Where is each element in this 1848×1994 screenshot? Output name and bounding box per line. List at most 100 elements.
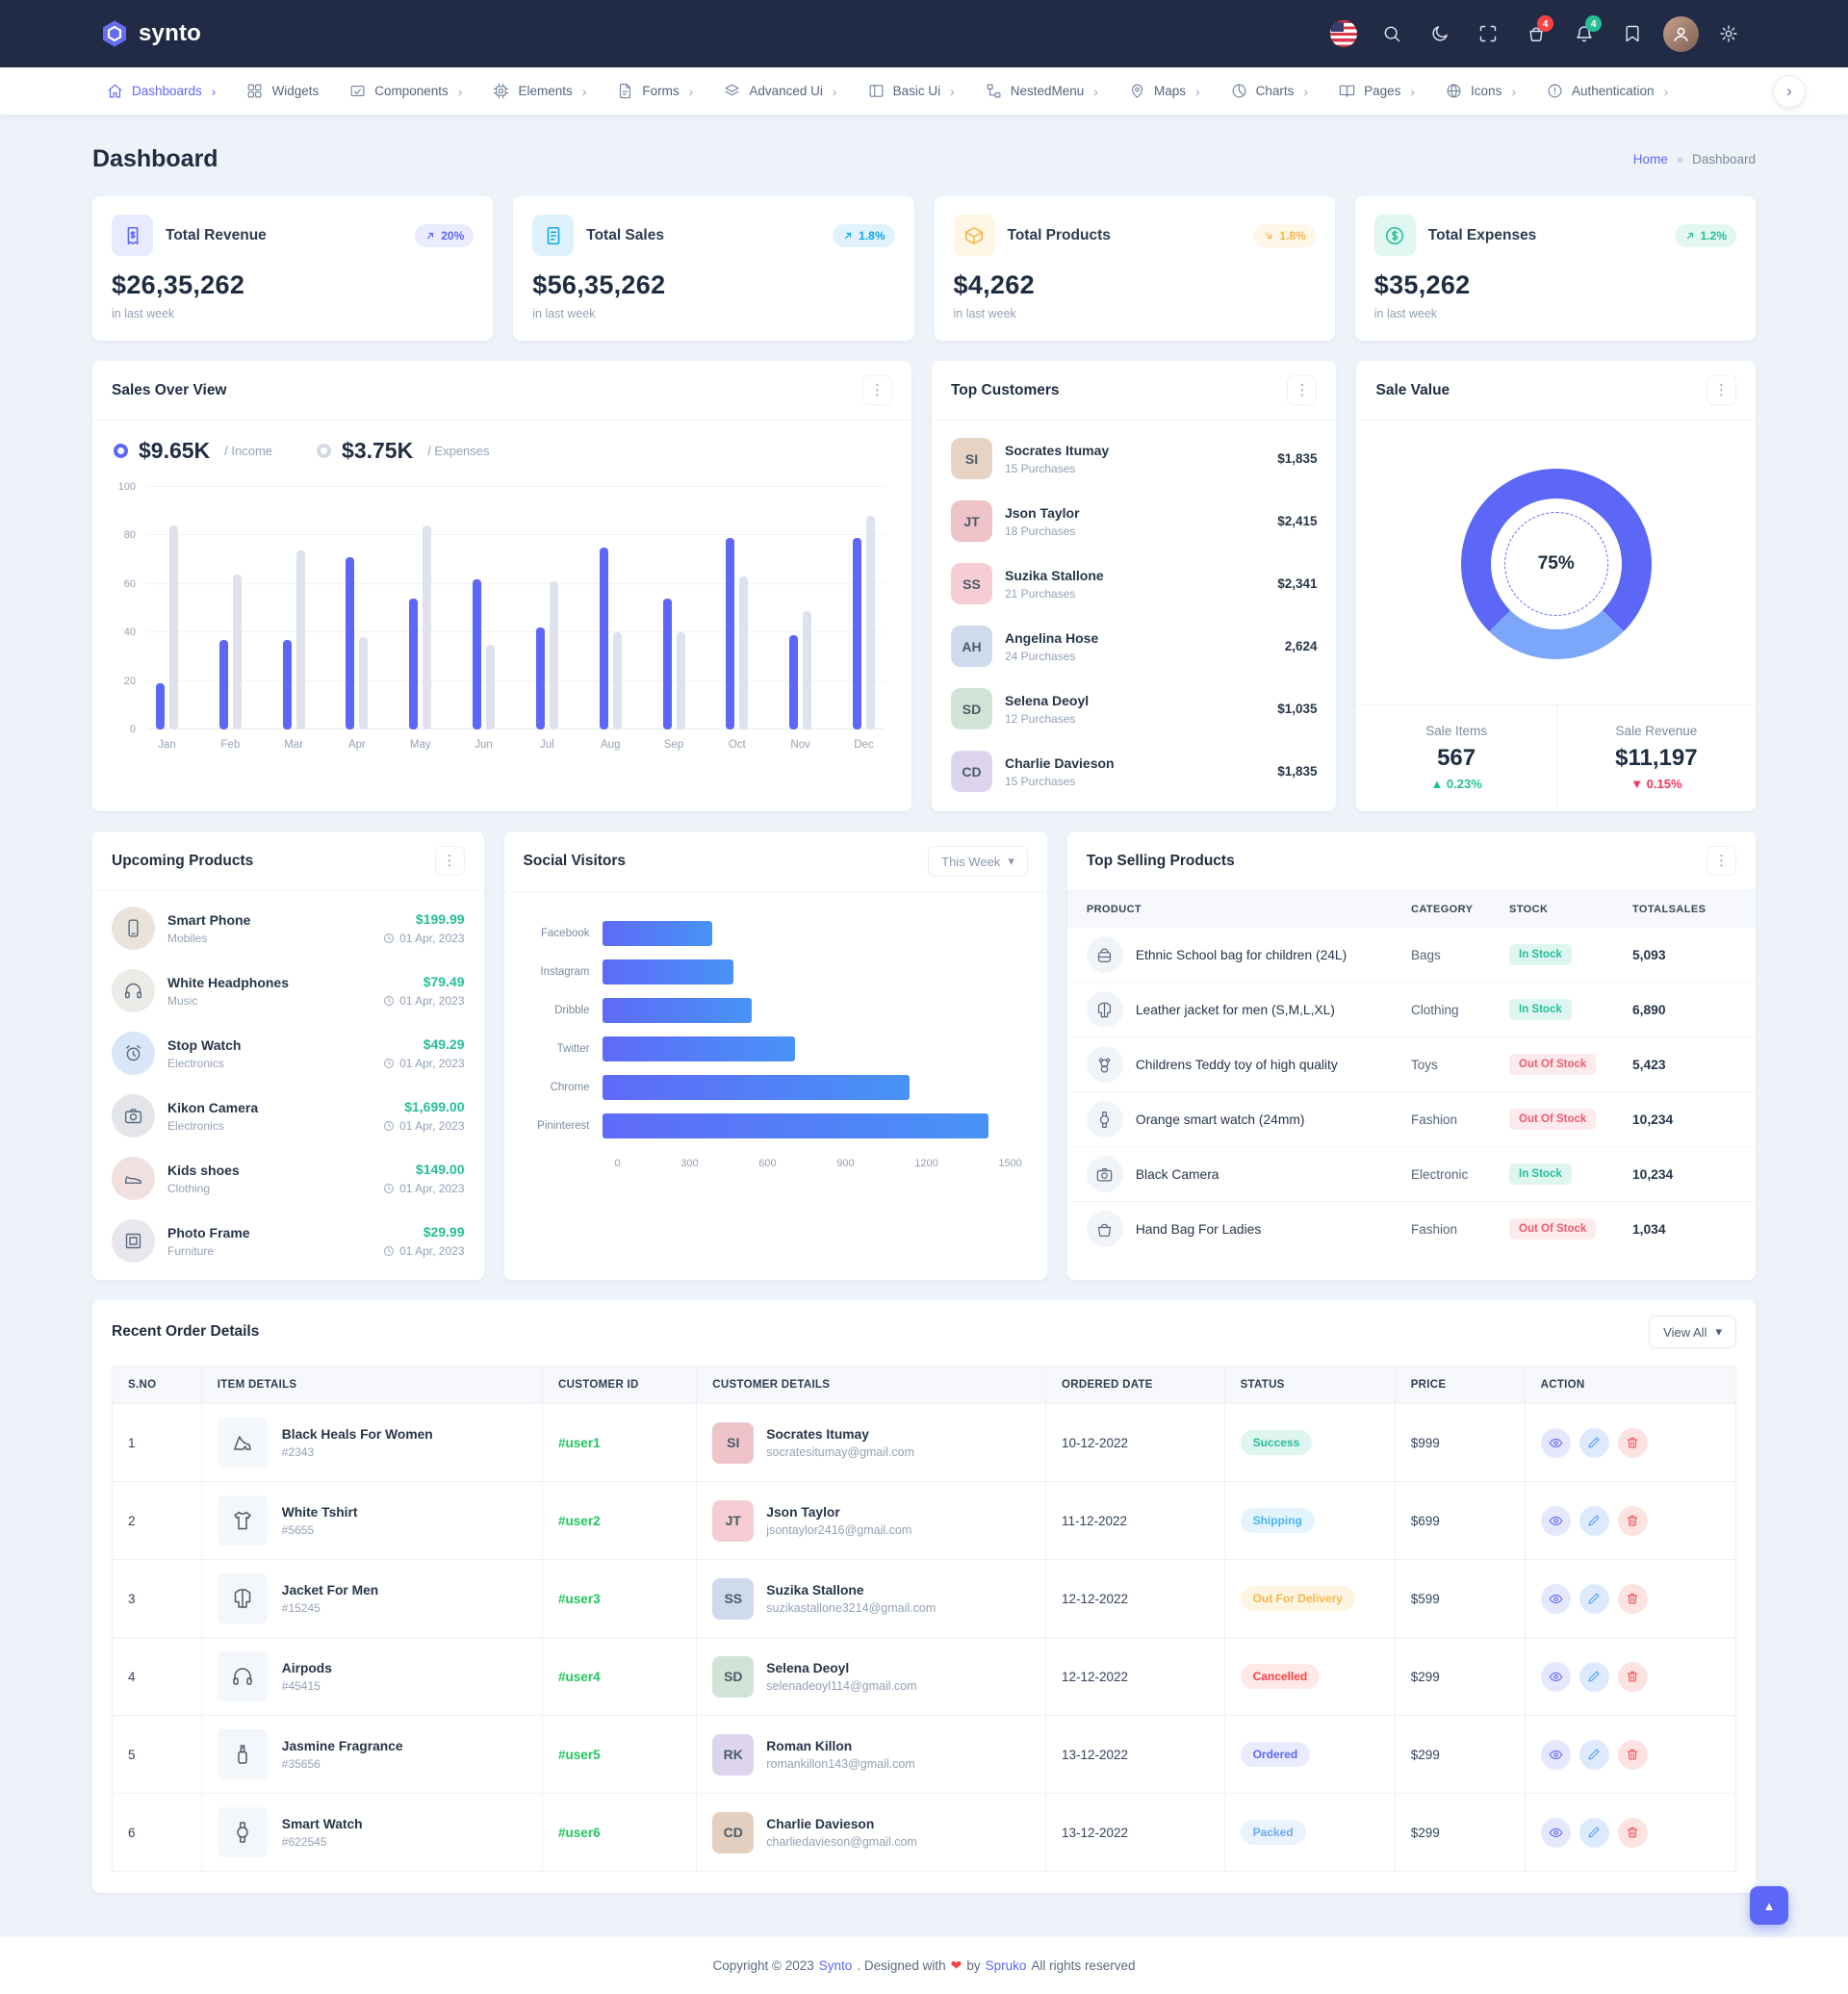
upcoming-products-menu-button[interactable]: ⋮ [434, 846, 465, 876]
box-icon [953, 215, 995, 256]
menu-item-pages[interactable]: Pages › [1328, 76, 1425, 106]
view-order-button[interactable] [1540, 1583, 1571, 1614]
social-label: Facebook [541, 928, 590, 939]
dark-mode-icon[interactable] [1421, 14, 1459, 53]
sale-items-value: 567 [1437, 745, 1476, 771]
view-all-dropdown[interactable]: View All ▾ [1649, 1316, 1736, 1348]
top-selling-row: Orange smart watch (24mm) Fashion Out Of S… [1066, 1092, 1756, 1147]
breadcrumb-home[interactable]: Home [1632, 152, 1668, 166]
customer-avatar: JT [712, 1499, 755, 1542]
components-icon [349, 83, 366, 99]
iconsmenu-icon [1446, 83, 1462, 99]
edit-order-button[interactable] [1578, 1661, 1609, 1692]
breadcrumb: Home » Dashboard [1633, 152, 1756, 166]
menu-item-elements[interactable]: Elements › [482, 76, 597, 106]
social-range-dropdown[interactable]: This Week ▾ [928, 846, 1028, 877]
menu-item-advanced-ui[interactable]: Advanced Ui › [713, 76, 847, 106]
sales-overview-menu-button[interactable]: ⋮ [861, 375, 892, 405]
us-flag-icon[interactable] [1324, 14, 1363, 53]
menu-item-charts[interactable]: Charts › [1220, 76, 1319, 106]
customer-amount: $1,835 [1277, 451, 1318, 466]
expenses-bar [486, 644, 496, 729]
user-avatar[interactable] [1661, 14, 1700, 53]
order-customer-id: #user1 [558, 1435, 601, 1450]
bar-group-jan: Jan [156, 487, 178, 751]
sale-value-menu-button[interactable]: ⋮ [1707, 375, 1736, 405]
income-label: / Income [224, 444, 273, 458]
customer-avatar: CD [712, 1811, 755, 1853]
delete-order-button[interactable] [1617, 1427, 1648, 1458]
footer-brand-link[interactable]: Synto [818, 1958, 853, 1973]
product-name: White Headphones [167, 974, 290, 990]
menu-item-nestedmenu[interactable]: NestedMenu › [975, 76, 1109, 106]
delete-order-button[interactable] [1617, 1505, 1648, 1536]
view-order-button[interactable] [1540, 1739, 1571, 1770]
view-order-button[interactable] [1540, 1661, 1571, 1692]
settings-icon[interactable] [1709, 14, 1748, 53]
order-price: $299 [1394, 1793, 1526, 1872]
top-customers-menu-button[interactable]: ⋮ [1287, 375, 1318, 405]
social-visitors-title: Social Visitors [523, 853, 627, 869]
order-status-badge: Ordered [1240, 1742, 1311, 1767]
cart-icon[interactable]: 4 [1517, 14, 1555, 53]
menu-scroll-right-button[interactable]: › [1773, 74, 1806, 108]
menu-item-maps[interactable]: Maps › [1118, 76, 1211, 106]
delete-order-button[interactable] [1617, 1739, 1648, 1770]
upcoming-products-title: Upcoming Products [112, 852, 254, 869]
menu-item-basic-ui[interactable]: Basic Ui › [858, 76, 965, 106]
edit-order-button[interactable] [1578, 1505, 1609, 1536]
stat-title: Total Products [1007, 226, 1111, 243]
view-order-button[interactable] [1540, 1427, 1571, 1458]
customer-purchases: 24 Purchases [1004, 649, 1076, 663]
top-selling-row: Leather jacket for men (S,M,L,XL) Clothin… [1066, 983, 1756, 1037]
month-label: Sep [663, 739, 684, 751]
top-customers-title: Top Customers [950, 381, 1060, 398]
expenses-bar [739, 576, 749, 729]
view-order-button[interactable] [1540, 1505, 1571, 1536]
customer-purchases: 15 Purchases [1004, 461, 1076, 475]
notifications-icon[interactable]: 4 [1565, 14, 1604, 53]
edit-order-button[interactable] [1578, 1739, 1609, 1770]
menu-item-dashboards[interactable]: Dashboards › [96, 76, 226, 106]
bar-group-feb: Feb [218, 487, 242, 751]
view-order-button[interactable] [1540, 1817, 1571, 1848]
bar-group-dec: Dec [852, 487, 875, 751]
scroll-to-top-button[interactable]: ▲ [1750, 1886, 1788, 1925]
menu-item-forms[interactable]: Forms › [606, 76, 704, 106]
top-selling-menu-button[interactable]: ⋮ [1707, 846, 1736, 876]
menu-item-components[interactable]: Components › [339, 76, 473, 106]
edit-order-button[interactable] [1578, 1427, 1609, 1458]
product-total-sales: 6,890 [1632, 1002, 1666, 1017]
delete-order-button[interactable] [1617, 1661, 1648, 1692]
delete-order-button[interactable] [1617, 1817, 1648, 1848]
edit-order-button[interactable] [1578, 1583, 1609, 1614]
fullscreen-icon[interactable] [1469, 14, 1507, 53]
order-customer-email: jsontaylor2416@gmail.com [766, 1522, 912, 1537]
menu-item-icons[interactable]: Icons › [1435, 76, 1527, 106]
jacket-icon [1086, 991, 1123, 1028]
menu-item-widgets[interactable]: Widgets [236, 76, 329, 106]
footer-designer-link[interactable]: Spruko [985, 1958, 1027, 1973]
top-customers-card: Top Customers ⋮ SI Socrates Itumay 15 Purc… [931, 361, 1337, 811]
footer-rights-text: All rights reserved [1031, 1958, 1136, 1973]
main-menu: Dashboards › Widgets Components › Elements › Fo… [0, 67, 1848, 115]
product-price: $29.99 [423, 1224, 465, 1240]
customer-name: Json Taylor [1004, 504, 1080, 521]
edit-order-button[interactable] [1578, 1817, 1609, 1848]
logo[interactable]: synto [100, 19, 201, 48]
order-item-name: Smart Watch [281, 1816, 363, 1831]
income-bar [346, 557, 355, 729]
legend-income[interactable]: $9.65K / Income [114, 438, 272, 464]
search-icon[interactable] [1373, 14, 1411, 53]
nested-icon [986, 83, 1002, 99]
upcoming-product-row: White Headphones Music $79.49 01 Apr, 2023 [112, 959, 465, 1022]
delete-order-button[interactable] [1617, 1583, 1648, 1614]
legend-expenses[interactable]: $3.75K / Expenses [317, 438, 490, 464]
menu-item-authentication[interactable]: Authentication › [1536, 76, 1679, 106]
top-selling-header: PRODUCT CATEGORY STOCK TOTALSALES [1066, 891, 1756, 928]
customer-purchases: 21 Purchases [1004, 586, 1076, 601]
bookmark-icon[interactable] [1613, 14, 1652, 53]
charts-icon [1231, 83, 1247, 99]
order-row: 5 Jasmine Fragrance #35656 #user5 RK Roman Ki… [112, 1715, 1737, 1794]
product-date: 01 Apr, 2023 [383, 1119, 465, 1133]
